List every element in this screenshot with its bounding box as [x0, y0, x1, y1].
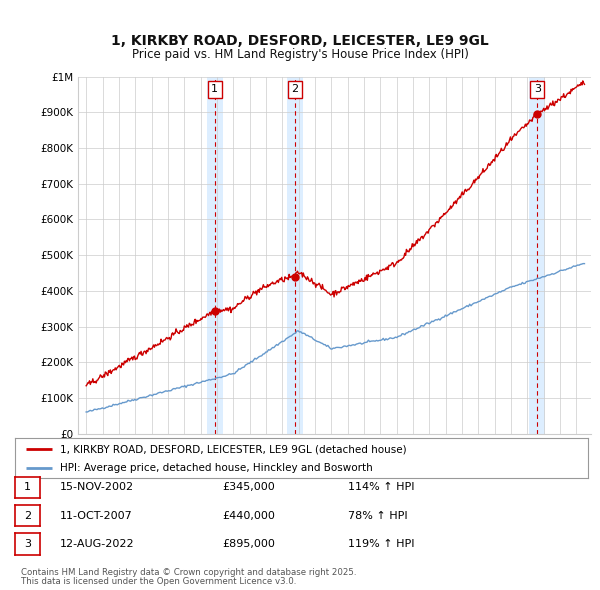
Text: 1, KIRKBY ROAD, DESFORD, LEICESTER, LE9 9GL: 1, KIRKBY ROAD, DESFORD, LEICESTER, LE9 … [111, 34, 489, 48]
Text: 114% ↑ HPI: 114% ↑ HPI [348, 483, 415, 492]
Text: £345,000: £345,000 [222, 483, 275, 492]
Text: 2: 2 [292, 84, 298, 94]
Text: Price paid vs. HM Land Registry's House Price Index (HPI): Price paid vs. HM Land Registry's House … [131, 48, 469, 61]
Text: 119% ↑ HPI: 119% ↑ HPI [348, 539, 415, 549]
Text: 12-AUG-2022: 12-AUG-2022 [60, 539, 134, 549]
Text: This data is licensed under the Open Government Licence v3.0.: This data is licensed under the Open Gov… [21, 577, 296, 586]
Text: 1: 1 [211, 84, 218, 94]
Text: 2: 2 [24, 511, 31, 520]
Text: 11-OCT-2007: 11-OCT-2007 [60, 511, 133, 520]
Text: Contains HM Land Registry data © Crown copyright and database right 2025.: Contains HM Land Registry data © Crown c… [21, 568, 356, 576]
Bar [529, 77, 545, 434]
Text: 78% ↑ HPI: 78% ↑ HPI [348, 511, 407, 520]
Text: £895,000: £895,000 [222, 539, 275, 549]
Text: 3: 3 [24, 539, 31, 549]
Bar [287, 77, 303, 434]
Text: 15-NOV-2002: 15-NOV-2002 [60, 483, 134, 492]
Text: £440,000: £440,000 [222, 511, 275, 520]
Text: 3: 3 [534, 84, 541, 94]
Text: HPI: Average price, detached house, Hinckley and Bosworth: HPI: Average price, detached house, Hinc… [59, 463, 373, 473]
Text: 1: 1 [24, 483, 31, 492]
Text: 1, KIRKBY ROAD, DESFORD, LEICESTER, LE9 9GL (detached house): 1, KIRKBY ROAD, DESFORD, LEICESTER, LE9 … [59, 444, 406, 454]
Bar [206, 77, 223, 434]
